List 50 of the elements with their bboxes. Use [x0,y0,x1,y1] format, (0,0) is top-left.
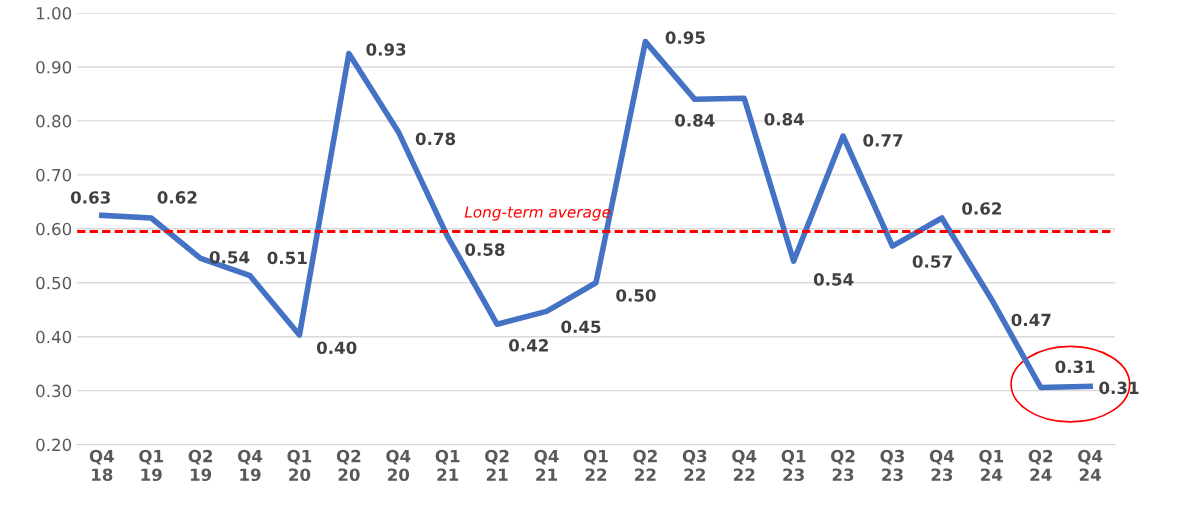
data-label: 0.58 [465,243,505,256]
x-tick-label: Q4 21 [534,449,559,481]
x-tick-label: Q2 23 [831,449,855,482]
data-label: 0.54 [813,273,854,286]
x-tick-label: Q1 20 [287,449,312,482]
x-tick-label: Q4 24 [1078,449,1103,481]
x-tick-label: Q2 24 [1028,449,1053,481]
data-label: 0.42 [509,339,548,352]
data-label: 0.84 [764,112,805,126]
data-label: 0.31 [1055,360,1095,374]
data-label: 0.62 [962,202,1001,215]
x-tick-label: Q4 22 [732,449,757,481]
data-label: 0.57 [912,255,952,268]
x-tick-label: Q3 23 [880,449,905,482]
x-tick-label: Q2 19 [188,449,213,482]
y-tick-label: 1.00 [36,6,72,20]
y-tick-label: 0.40 [36,330,72,344]
x-tick-label: Q4 23 [929,449,954,482]
data-label: 0.54 [209,250,250,264]
data-label: 0.45 [561,320,601,334]
x-tick-label: Q2 20 [336,449,361,482]
y-tick-label: 0.80 [36,114,72,128]
data-label: 0.78 [415,132,456,146]
x-tick-label: Q1 21 [435,449,460,481]
y-tick-label: 0.20 [36,438,72,452]
data-label: 0.62 [157,191,197,204]
x-tick-label: Q2 21 [485,449,509,481]
data-label: 0.77 [863,134,903,147]
data-label: 0.51 [267,251,307,265]
y-tick-label: 0.30 [36,384,72,398]
data-label: 0.50 [616,289,656,302]
x-tick-label: Q2 22 [633,449,657,481]
data-label: 0.63 [70,191,110,204]
y-tick-label: 0.90 [36,60,72,74]
x-tick-label: Q4 19 [238,449,263,482]
y-tick-label: 0.70 [36,168,72,182]
data-label: 0.40 [316,341,357,355]
x-tick-label: Q1 22 [583,449,608,481]
x-tick-label: Q4 20 [386,449,411,482]
data-label: 0.84 [675,114,715,127]
x-tick-label: Q3 22 [682,449,707,481]
x-tick-label: Q1 24 [979,449,1004,481]
data-label: 0.93 [366,43,406,56]
data-label: 0.47 [1011,313,1051,327]
x-tick-label: Q4 18 [89,449,114,482]
y-tick-label: 0.60 [36,222,72,236]
data-label: 0.95 [665,31,705,44]
y-tick-label: 0.50 [36,276,72,290]
x-tick-label: Q1 19 [139,449,163,482]
x-tick-label: Q1 23 [781,449,806,482]
